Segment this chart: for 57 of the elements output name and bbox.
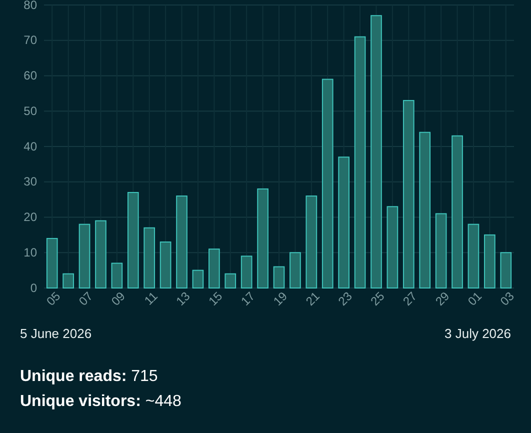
bar <box>370 15 382 288</box>
y-tick-label: 70 <box>24 33 38 48</box>
bar <box>127 192 139 288</box>
y-tick-label: 40 <box>24 139 38 154</box>
x-tick-label: 25 <box>368 288 388 308</box>
bar <box>419 132 431 288</box>
y-tick-label: 10 <box>24 245 38 260</box>
y-tick-label: 30 <box>24 174 38 189</box>
bar <box>62 273 74 288</box>
x-tick-label: 21 <box>303 288 323 308</box>
x-tick-label: 13 <box>173 288 193 308</box>
bar <box>386 206 398 288</box>
bar <box>208 248 220 288</box>
x-tick-label: 19 <box>270 288 290 308</box>
bar <box>273 266 285 288</box>
bar <box>354 36 366 288</box>
x-tick-label: 23 <box>335 288 356 308</box>
bar <box>290 252 301 288</box>
y-tick-label: 0 <box>30 280 38 295</box>
bar <box>224 273 236 288</box>
x-tick-label: 27 <box>400 288 420 308</box>
bar <box>176 196 188 288</box>
bar <box>322 78 334 288</box>
bar <box>257 188 268 288</box>
y-tick-label: 60 <box>24 68 38 83</box>
bar <box>192 270 204 288</box>
bar <box>240 256 252 288</box>
bar <box>500 252 512 288</box>
bar <box>160 242 172 288</box>
x-tick-label: 11 <box>142 288 161 308</box>
x-tick-label: 17 <box>238 288 258 308</box>
bar <box>78 224 90 288</box>
y-tick-label: 20 <box>24 210 38 224</box>
bar <box>95 220 106 288</box>
bar <box>468 224 480 288</box>
bar <box>46 238 58 288</box>
x-tick-label: 03 <box>498 288 518 308</box>
x-tick-label: 07 <box>76 288 96 308</box>
x-tick-label: 09 <box>108 288 128 308</box>
bar <box>111 262 123 288</box>
bar <box>306 196 318 288</box>
x-tick-label: 05 <box>44 288 64 308</box>
x-tick-label: 15 <box>206 288 226 308</box>
bar <box>402 100 414 288</box>
text: 3 July 2026 <box>444 326 511 341</box>
bar <box>484 234 496 288</box>
bar <box>338 156 350 288</box>
y-tick-label: 80 <box>24 0 38 12</box>
bar <box>144 227 156 288</box>
x-tick-label: 01 <box>465 288 485 308</box>
x-tick-label: 29 <box>432 288 452 308</box>
text: 5 June 2026 <box>20 326 92 341</box>
text: Unique visitors: ~448 <box>20 393 182 410</box>
y-tick-label: 50 <box>24 104 38 118</box>
bar <box>452 135 463 288</box>
text: Unique reads: 715 <box>20 368 158 385</box>
bar <box>435 213 447 288</box>
